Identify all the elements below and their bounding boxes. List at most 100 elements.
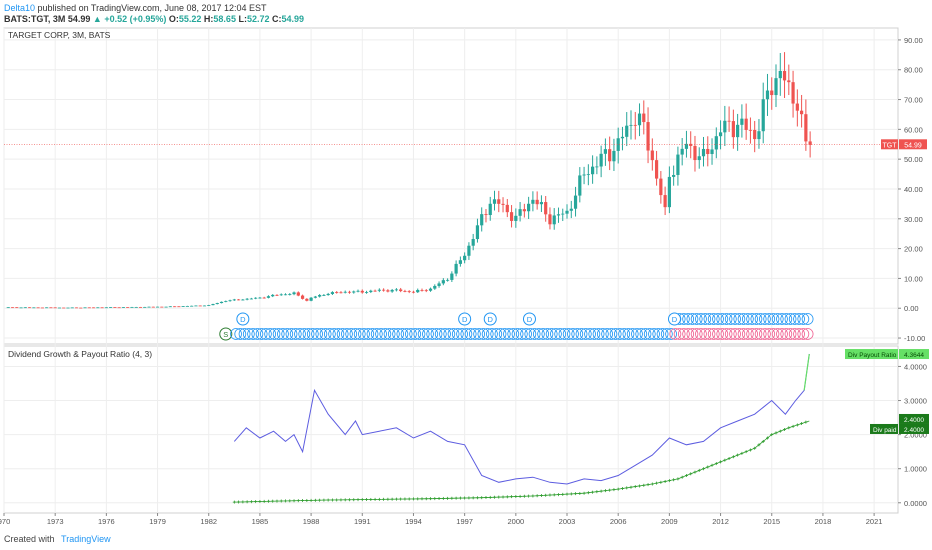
- time-tick-label: 2003: [559, 517, 576, 526]
- candle-body: [437, 283, 441, 286]
- dividend-marker: [631, 328, 643, 340]
- dividend-flag-marker: [746, 313, 759, 325]
- dividend-marker: [328, 328, 341, 340]
- candle-body: [134, 306, 138, 308]
- candle-body: [91, 307, 96, 309]
- candle-body: [663, 195, 667, 208]
- dividend-marker: [767, 328, 780, 340]
- dividend-flag-label: D: [240, 315, 246, 324]
- candle-body: [185, 305, 190, 307]
- time-tick-label: 1982: [200, 517, 217, 526]
- candle-body: [313, 296, 317, 298]
- dividend-flag-label: D: [462, 315, 468, 324]
- dividend-flag-marker: [801, 313, 814, 325]
- candle-body: [492, 199, 497, 204]
- candle-body: [753, 129, 757, 140]
- dividend-marker: [396, 328, 409, 340]
- candle-body: [305, 298, 309, 301]
- candle-body: [407, 291, 411, 292]
- candle-body: [424, 290, 428, 292]
- dividend-flag-marker: [780, 313, 793, 325]
- dividend-marker: [614, 328, 626, 340]
- candle-body: [667, 176, 671, 208]
- price-tick-label: 30.00: [904, 215, 923, 224]
- dividend-marker: [494, 328, 507, 340]
- dividend-marker: [528, 328, 541, 340]
- candle-body: [40, 307, 44, 309]
- candle-body: [650, 150, 654, 161]
- candle-body: [684, 143, 689, 149]
- dividend-marker: [255, 328, 268, 340]
- candle-body: [514, 215, 518, 221]
- dividend-marker: [464, 328, 477, 340]
- candle-body: [403, 291, 407, 292]
- candle-body: [467, 245, 471, 256]
- candle-body: [445, 279, 450, 281]
- dividend-flag-marker: [695, 313, 707, 325]
- indicator-tick-label: 3.0000: [904, 397, 927, 406]
- dividend-flag-label: D: [527, 315, 533, 324]
- dividend-marker: [294, 328, 306, 340]
- chart-header: Delta10 published on TradingView.com, Ju…: [0, 0, 932, 28]
- dividend-marker: [268, 328, 281, 340]
- dividend-flag-label: D: [488, 315, 494, 324]
- dividend-marker: [511, 328, 524, 340]
- price-tick-label: 70.00: [904, 96, 923, 105]
- indicator-tick-label: 0.0000: [904, 499, 927, 508]
- close-value: 54.99: [281, 14, 305, 24]
- dividend-marker: [439, 328, 451, 340]
- candle-body: [356, 290, 360, 292]
- candle-body: [113, 307, 117, 308]
- candle-body: [654, 160, 659, 179]
- candle-body: [262, 297, 266, 299]
- dividend-marker: [456, 328, 468, 340]
- price-tick-label: -10.00: [904, 334, 925, 343]
- dividend-marker: [238, 328, 251, 340]
- candle-body: [454, 263, 458, 274]
- candle-body: [275, 294, 279, 296]
- dividend-marker: [545, 328, 558, 340]
- dividend-marker: [707, 328, 720, 340]
- candle-body: [569, 208, 573, 211]
- dividend-marker: [277, 328, 289, 340]
- candle-body: [126, 307, 130, 308]
- candle-body: [484, 214, 488, 216]
- time-tick-label: 2006: [610, 517, 627, 526]
- candle-body: [198, 305, 202, 307]
- dividend-marker: [609, 328, 622, 340]
- candle-body: [352, 291, 356, 293]
- candle-body: [219, 301, 224, 304]
- candle-body: [633, 124, 637, 126]
- candle-body: [770, 90, 774, 96]
- dividend-marker: [434, 328, 447, 340]
- candle-body: [672, 174, 676, 177]
- dividend-flag-marker: [793, 313, 805, 325]
- candle-body: [335, 292, 339, 293]
- dividend-marker: [763, 328, 776, 340]
- dividend-marker: [306, 328, 319, 340]
- candle-body: [117, 307, 121, 309]
- time-tick-label: 970: [0, 517, 10, 526]
- candle-body: [207, 305, 211, 306]
- dividend-marker: [537, 328, 550, 340]
- candle-body: [591, 166, 595, 175]
- dividend-marker: [686, 328, 699, 340]
- dividend-marker: [358, 328, 370, 340]
- author-link[interactable]: Delta10: [4, 3, 36, 13]
- tradingview-logo-link[interactable]: TradingView: [61, 534, 111, 544]
- dividend-marker: [532, 328, 545, 340]
- dividend-marker: [677, 328, 690, 340]
- price-tick-label: 80.00: [904, 66, 923, 75]
- dividend-marker: [541, 328, 554, 340]
- dividend-marker: [550, 328, 562, 340]
- dividend-marker: [584, 328, 596, 340]
- price-tick-label: 60.00: [904, 125, 923, 134]
- dividend-marker: [443, 328, 456, 340]
- candle-body: [441, 280, 445, 284]
- candle-body: [774, 78, 778, 96]
- candle-body: [420, 289, 424, 291]
- candle-body: [791, 82, 795, 104]
- dividend-marker: [716, 328, 729, 340]
- candle-body: [279, 294, 283, 296]
